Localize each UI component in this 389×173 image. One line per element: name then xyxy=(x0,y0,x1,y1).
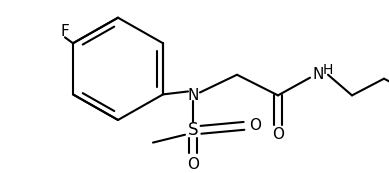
Text: H: H xyxy=(323,63,333,77)
Text: O: O xyxy=(272,127,284,142)
Text: O: O xyxy=(187,157,199,172)
Text: N: N xyxy=(187,88,199,103)
Text: N: N xyxy=(312,67,324,82)
Text: O: O xyxy=(249,118,261,133)
Text: S: S xyxy=(188,121,198,139)
Text: F: F xyxy=(61,24,69,39)
